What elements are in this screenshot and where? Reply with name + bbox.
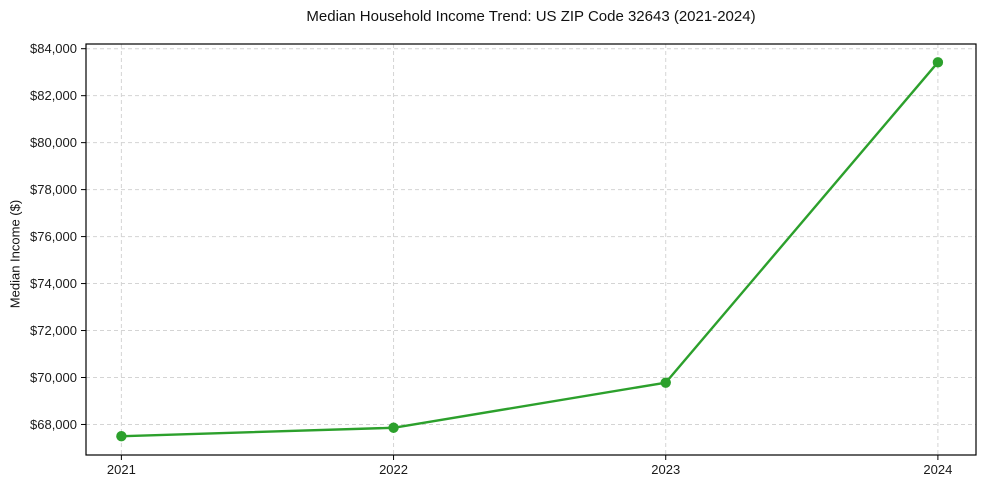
x-tick-label: 2023 <box>651 462 680 477</box>
plot-border <box>85 43 977 456</box>
x-tick-label: 2022 <box>379 462 408 477</box>
data-point-2022 <box>388 422 399 433</box>
y-tick-label: $72,000 <box>30 323 77 338</box>
y-tick-label: $80,000 <box>30 135 77 150</box>
x-tick-label: 2021 <box>107 462 136 477</box>
y-tick-label: $78,000 <box>30 182 77 197</box>
chart-title: Median Household Income Trend: US ZIP Co… <box>306 8 756 25</box>
data-point-2024 <box>932 57 944 68</box>
y-tick-label: $82,000 <box>30 88 77 103</box>
y-tick-label: $74,000 <box>30 276 77 291</box>
trend-line <box>120 61 940 438</box>
x-tick-label: 2024 <box>923 462 952 477</box>
y-tick-label: $68,000 <box>30 417 77 432</box>
y-tick-label: $70,000 <box>30 370 77 385</box>
y-tick-label: $76,000 <box>30 229 77 244</box>
y-tick-label: $84,000 <box>30 41 77 56</box>
data-point-2021 <box>116 431 127 442</box>
data-point-2023 <box>660 377 671 388</box>
